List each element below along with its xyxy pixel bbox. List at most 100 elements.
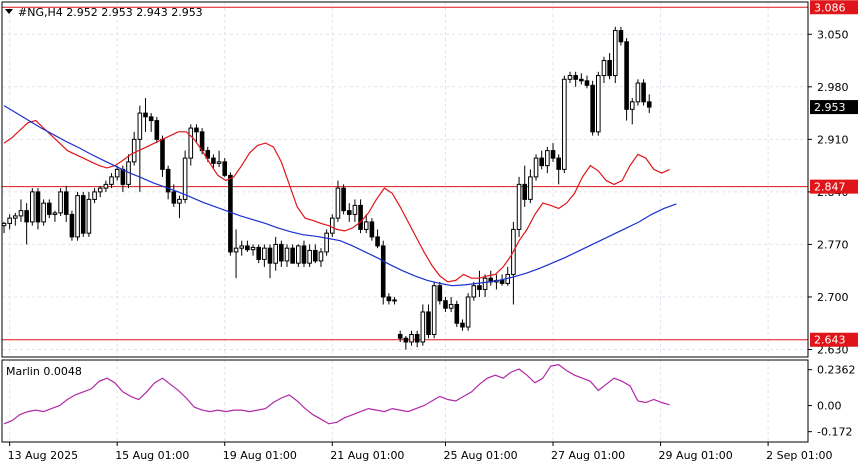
candle-bear	[460, 322, 465, 328]
candle-bull	[109, 176, 114, 185]
candle-bull	[324, 232, 329, 253]
candle-bull	[58, 191, 63, 214]
y-tick-label: 2.630	[817, 343, 849, 356]
x-tick-label: 2 Sep 01:00	[766, 449, 832, 462]
x-tick-label: 15 Aug 01:00	[115, 449, 189, 462]
candle-bull	[612, 30, 618, 77]
candle-bear	[584, 80, 590, 86]
candle-bull	[465, 296, 471, 328]
level-label: 2.643	[814, 334, 846, 347]
candle-bull	[137, 112, 143, 140]
candle-bear	[301, 245, 307, 264]
candle-bull	[41, 202, 46, 223]
grid-lines	[2, 2, 808, 442]
candle-bear	[222, 161, 228, 176]
candle-bear	[499, 279, 505, 284]
candle-bear	[160, 138, 165, 170]
candle-bull	[92, 191, 97, 200]
current-price-label: 2.953	[814, 101, 846, 114]
candle-bear	[454, 303, 460, 324]
candle-bear	[358, 204, 363, 230]
level-badge	[810, 179, 858, 194]
candle-bull	[392, 299, 397, 302]
candle-bull	[284, 247, 290, 262]
candle-bear	[646, 101, 652, 108]
candle-bear	[290, 247, 295, 264]
main-panel-frame	[1, 1, 809, 358]
moving-averages	[3, 105, 677, 287]
slow-ma-line	[3, 105, 677, 287]
candle-bull	[216, 161, 222, 164]
candle-bull	[545, 150, 550, 167]
candle-bull	[13, 215, 18, 219]
candle-bull	[188, 127, 194, 159]
candle-bull	[409, 333, 414, 343]
candle-bull	[528, 176, 533, 200]
chart-header: #NG,H4 2.952 2.953 2.943 2.953	[5, 6, 203, 19]
candle-bear	[641, 82, 646, 103]
candle-bull	[482, 277, 488, 290]
level-label: 3.086	[814, 1, 846, 14]
candle-bear	[397, 333, 403, 339]
candle-bear	[590, 84, 595, 133]
candle-bull	[516, 183, 522, 230]
candle-bear	[69, 213, 75, 238]
candle-bull	[629, 101, 635, 110]
candle-bull	[239, 245, 245, 249]
y-tick-label: 2.910	[817, 133, 849, 146]
candle-bear	[426, 311, 431, 335]
y-tick-label: 2.770	[817, 238, 849, 251]
candle-bull	[233, 247, 239, 253]
candle-bear	[369, 221, 375, 238]
candle-bear	[63, 191, 69, 215]
indicator-panel-frame	[1, 359, 809, 443]
x-tick-label: 19 Aug 01:00	[223, 449, 297, 462]
candle-bear	[24, 210, 29, 223]
candle-bear	[194, 127, 199, 133]
candle-bear	[579, 78, 584, 82]
candle-bull	[352, 204, 358, 215]
y-tick-label: 3.050	[817, 28, 849, 41]
marlin-tick-label: 0.2362	[817, 364, 856, 377]
candle-bear	[313, 249, 318, 262]
candle-bull	[52, 212, 58, 215]
candle-bear	[35, 191, 41, 223]
candlesticks	[1, 26, 652, 350]
candle-bull	[533, 157, 539, 178]
candle-bull	[1, 222, 7, 227]
x-tick-label: 25 Aug 01:00	[443, 449, 517, 462]
candle-bear	[165, 168, 171, 193]
candle-bear	[171, 191, 177, 204]
candle-bear	[414, 333, 420, 343]
level-badge	[810, 0, 858, 15]
candle-bull	[471, 285, 477, 298]
candle-bear	[143, 112, 148, 118]
candle-bull	[182, 157, 188, 200]
candle-bull	[562, 78, 567, 170]
x-tick-label: 27 Aug 01:00	[551, 449, 625, 462]
candle-bear	[148, 116, 154, 122]
candle-bull	[420, 311, 426, 343]
candle-bear	[539, 157, 545, 167]
candle-bull	[30, 191, 35, 223]
candle-bull	[7, 217, 12, 224]
candle-bear	[228, 174, 233, 253]
dropdown-arrow-icon[interactable]	[5, 9, 13, 14]
candle-bull	[596, 75, 601, 133]
panel-frames	[1, 1, 809, 443]
candle-bear	[437, 285, 443, 302]
candle-bear	[80, 195, 86, 234]
candle-bear	[256, 246, 261, 260]
candle-bear	[550, 150, 556, 159]
candle-bear	[624, 41, 629, 110]
candle-bull	[567, 75, 573, 80]
level-badge	[810, 332, 858, 347]
x-tick-label: 21 Aug 01:00	[330, 449, 404, 462]
candle-bear	[245, 245, 250, 251]
candle-bear	[386, 296, 392, 302]
candle-bull	[97, 187, 103, 193]
candle-bear	[120, 168, 126, 185]
